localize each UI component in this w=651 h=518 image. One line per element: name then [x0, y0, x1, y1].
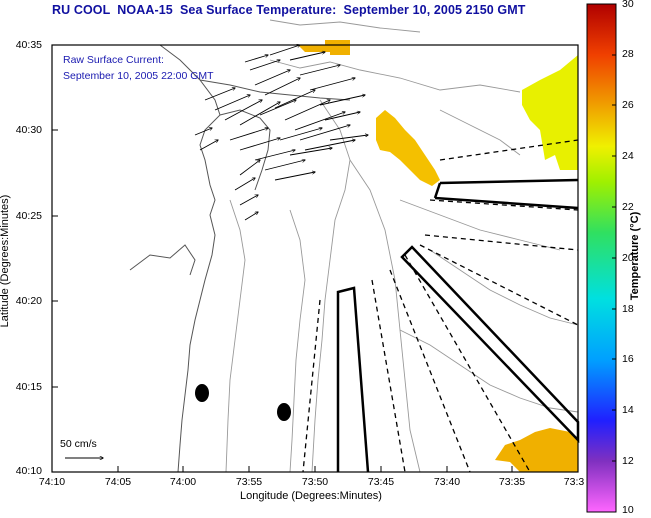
colorbar-label: 22: [622, 201, 634, 213]
y-tick-label: 40:15: [15, 381, 42, 393]
colorbar-label: 24: [622, 150, 634, 162]
colorbar-label: 10: [622, 504, 634, 516]
coastline: [129, 44, 351, 473]
colorbar-label: 12: [622, 455, 634, 467]
sst-patch-south: [495, 428, 578, 472]
y-axis-title: Latitude (Degrees:Minutes): [0, 194, 11, 328]
mooring-dot-1: [195, 384, 209, 402]
radial-lines: [302, 139, 579, 473]
colorbar-label: 28: [622, 48, 634, 60]
colorbar-ticks: [612, 3, 616, 462]
survey-boxes: [336, 178, 580, 473]
sst-patches: [298, 40, 578, 472]
colorbar-label: 14: [622, 404, 634, 416]
survey-box-1: [336, 286, 370, 473]
tick-marks: [51, 44, 513, 473]
colorbar-label: 16: [622, 353, 634, 365]
x-tick-label: 73:35: [498, 476, 526, 488]
scale-label: 50 cm/s: [60, 438, 97, 450]
colorbar-label: 26: [622, 99, 634, 111]
current-vectors: [194, 45, 368, 221]
current-legend-line2: September 10, 2005 22:00 GMT: [63, 70, 214, 82]
x-tick-label: 73:50: [301, 476, 329, 488]
sst-patch-north: [298, 40, 350, 55]
sst-patch-east: [522, 55, 578, 170]
colorbar-label: 30: [622, 0, 634, 10]
survey-box-2: [400, 245, 580, 444]
current-legend-line1: Raw Surface Current:: [63, 54, 164, 66]
y-tick-label: 40:10: [15, 465, 42, 477]
colorbar-title: Temperature (°C): [629, 211, 641, 301]
x-tick-label: 73:3: [563, 476, 585, 488]
x-axis-title: Longitude (Degrees:Minutes): [240, 490, 382, 502]
colorbar-label: 20: [622, 252, 634, 264]
plot-frame: [51, 44, 579, 473]
x-tick-label: 74:05: [104, 476, 132, 488]
survey-box-3: [433, 178, 579, 210]
x-tick-label: 74:00: [169, 476, 197, 488]
mooring-dot-2: [277, 403, 291, 421]
x-tick-label: 73:40: [433, 476, 461, 488]
y-tick-label: 40:35: [15, 39, 42, 51]
y-tick-label: 40:20: [15, 295, 42, 307]
x-tick-label: 73:55: [235, 476, 263, 488]
y-tick-label: 40:30: [15, 124, 42, 136]
bathymetry-contours: [225, 19, 579, 473]
sst-patch-mid: [376, 110, 440, 186]
map-title: RU COOL NOAA-15 Sea Surface Temperature:…: [52, 3, 526, 17]
x-tick-label: 73:45: [367, 476, 395, 488]
colorbar-label: 18: [622, 303, 634, 315]
colorbar: [586, 3, 617, 513]
x-tick-label: 74:10: [38, 476, 66, 488]
y-tick-label: 40:25: [15, 210, 42, 222]
